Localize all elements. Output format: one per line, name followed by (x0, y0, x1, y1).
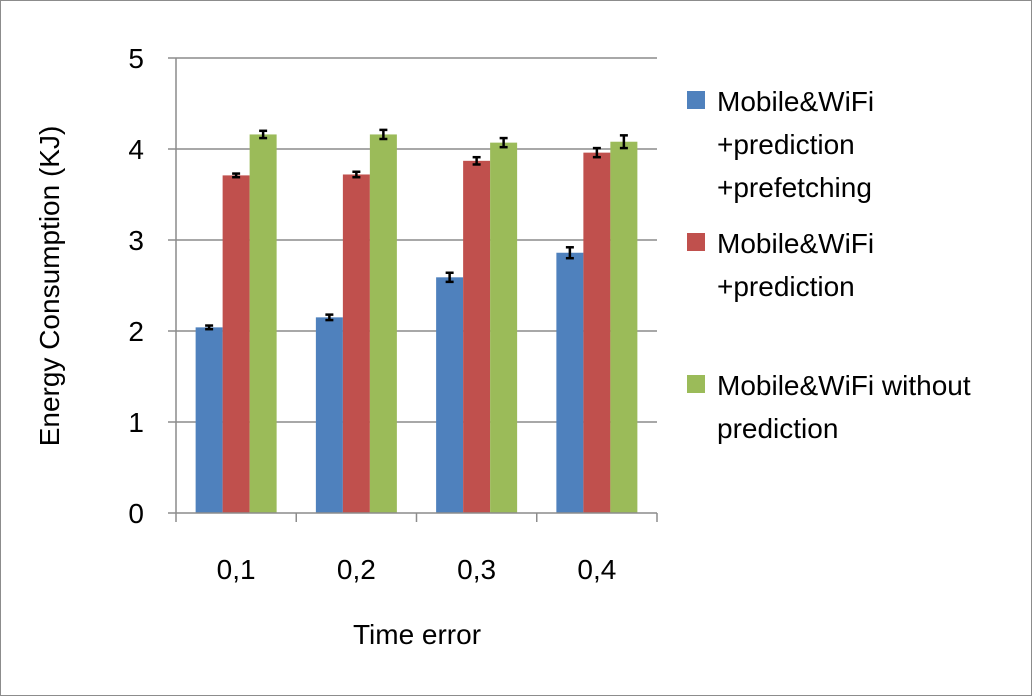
bars (195, 134, 638, 514)
x-axis-title: Time error (353, 619, 481, 650)
legend: Mobile&WiFi +prediction +prefetching Mobile… (687, 86, 971, 444)
bar (342, 174, 370, 514)
y-tick-label: 4 (128, 134, 144, 165)
bar (249, 134, 277, 513)
bar (436, 277, 464, 513)
legend-label: Mobile&WiFi (717, 86, 874, 117)
legend-swatch (687, 233, 705, 251)
legend-label: Mobile&WiFi without (717, 370, 971, 401)
y-axis-title: Energy Consumption (KJ) (34, 126, 65, 447)
legend-label: Mobile&WiFi (717, 228, 874, 259)
bar (463, 160, 491, 513)
legend-swatch (687, 375, 705, 393)
bar (583, 152, 611, 513)
bar (222, 175, 250, 513)
bar (490, 142, 518, 513)
x-tick-label: 0,4 (577, 554, 616, 585)
legend-label: +prefetching (717, 172, 872, 203)
legend-label: +prediction (717, 271, 855, 302)
legend-label: +prediction (717, 129, 855, 160)
x-tick-label: 0,3 (457, 554, 496, 585)
y-tick-label: 0 (128, 498, 144, 529)
bar (369, 134, 397, 513)
legend-label: prediction (717, 413, 838, 444)
y-tick-label: 2 (128, 316, 144, 347)
bar (315, 317, 343, 513)
y-tick-label: 5 (128, 43, 144, 74)
x-tick-label: 0,1 (217, 554, 256, 585)
y-tick-label: 3 (128, 225, 144, 256)
y-tick-label: 1 (128, 407, 144, 438)
bar (556, 252, 584, 514)
bar (195, 327, 223, 513)
legend-swatch (687, 91, 705, 109)
x-tick-label: 0,2 (337, 554, 376, 585)
error-bars (205, 128, 628, 331)
axes: 0 1 2 3 4 5 0,1 0,2 0,3 0,4 (128, 43, 658, 585)
bar (610, 141, 638, 513)
